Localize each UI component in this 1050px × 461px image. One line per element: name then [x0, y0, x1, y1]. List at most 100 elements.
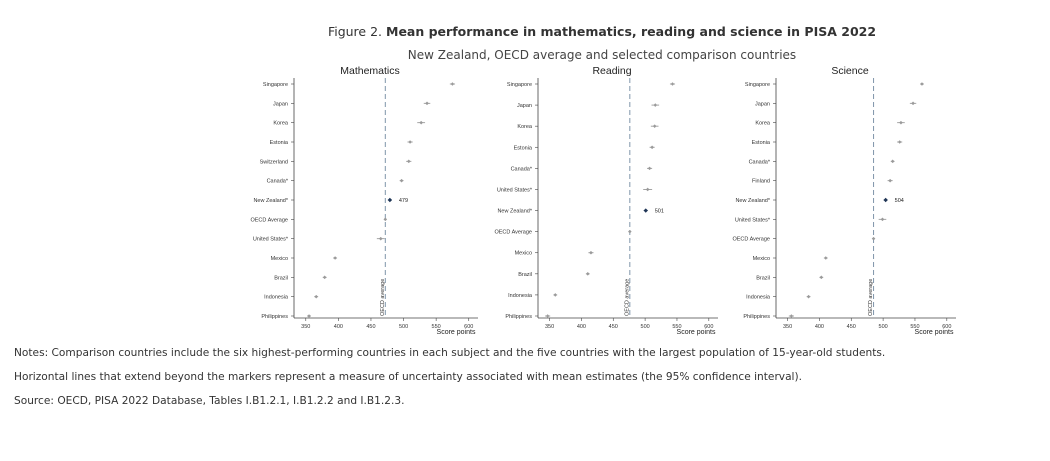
country-label-brazil: Brazil [274, 275, 288, 281]
x-tick-label: 350 [783, 324, 792, 330]
marker-indonesia [806, 294, 811, 299]
oecd-average-label: OECD average [380, 279, 386, 316]
country-label-indonesia: Indonesia [746, 295, 771, 301]
marker-philippines [789, 314, 794, 318]
marker-new-zealand [387, 197, 393, 203]
x-tick-label: 400 [577, 324, 586, 330]
marker-japan [425, 101, 429, 106]
country-label-singapore: Singapore [507, 82, 532, 88]
country-label-oecd-average: OECD Average [494, 230, 532, 236]
country-label-united-states: United States* [253, 237, 289, 243]
marker-indonesia [553, 293, 558, 297]
x-tick-label: 400 [815, 324, 824, 330]
marker-mexico [589, 250, 593, 255]
oecd-average-label: OECD average [624, 279, 630, 316]
country-label-brazil: Brazil [518, 272, 532, 278]
country-label-finland: Finland [752, 179, 770, 185]
country-label-japan: Japan [755, 101, 770, 107]
x-tick-label: 500 [641, 324, 650, 330]
marker-korea [652, 124, 657, 128]
panel-title: Reading [592, 65, 631, 77]
country-label-canada: Canada* [267, 179, 289, 185]
marker-korea [899, 120, 903, 125]
figure-subtitle: New Zealand, OECD average and selected c… [407, 48, 797, 62]
x-axis-title: Score points [915, 329, 954, 336]
x-tick-label: 550 [432, 324, 441, 330]
marker-canada [399, 178, 404, 183]
panel-title: Science [831, 65, 869, 77]
marker-mexico [333, 256, 337, 260]
highlight-value-label: 479 [399, 198, 408, 204]
country-label-indonesia: Indonesia [264, 295, 289, 301]
country-label-singapore: Singapore [745, 82, 770, 88]
marker-philippines [545, 314, 550, 318]
country-label-estonia: Estonia [270, 140, 289, 146]
country-label-indonesia: Indonesia [508, 293, 533, 299]
marker-philippines [307, 314, 311, 318]
country-label-japan: Japan [273, 101, 288, 107]
country-label-new-zealand: New Zealand* [497, 209, 532, 215]
country-label-singapore: Singapore [263, 82, 288, 88]
marker-estonia [897, 140, 902, 144]
x-tick-label: 350 [301, 324, 310, 330]
country-label-mexico: Mexico [753, 256, 770, 262]
country-label-new-zealand: New Zealand* [253, 198, 288, 204]
country-label-korea: Korea [755, 121, 771, 127]
figure-label: Figure 2. [327, 24, 383, 39]
country-label-canada: Canada* [749, 159, 771, 165]
marker-mexico [823, 256, 828, 260]
figure-title-text: Mean performance in mathematics, reading… [386, 24, 877, 39]
x-tick-label: 500 [879, 324, 888, 330]
country-label-switzerland: Switzerland [260, 159, 288, 165]
x-tick-label: 450 [609, 324, 618, 330]
marker-canada [890, 159, 895, 164]
marker-new-zealand [643, 208, 648, 213]
note-comparison: Notes: Comparison countries include the … [14, 347, 886, 359]
x-axis-title: Score points [437, 329, 476, 336]
x-tick-label: 500 [399, 324, 408, 330]
marker-indonesia [314, 294, 319, 299]
panel-title: Mathematics [340, 65, 400, 77]
x-tick-label: 600 [464, 324, 473, 330]
x-tick-label: 450 [366, 324, 375, 330]
x-tick-label: 550 [910, 324, 919, 330]
marker-korea [419, 120, 423, 125]
figure-title: Figure 2. Mean performance in mathematic… [0, 24, 1050, 39]
country-label-japan: Japan [517, 103, 532, 109]
oecd-average-label: OECD average [868, 279, 874, 316]
country-label-korea: Korea [273, 121, 289, 127]
country-label-philippines: Philippines [505, 314, 532, 320]
marker-brazil [819, 275, 824, 280]
note-uncertainty: Horizontal lines that extend beyond the … [14, 371, 803, 383]
marker-singapore [920, 82, 924, 86]
country-label-oecd-average: OECD Average [250, 217, 288, 223]
country-label-korea: Korea [517, 124, 533, 130]
marker-united-states [645, 187, 650, 192]
x-tick-label: 550 [672, 324, 681, 330]
country-label-mexico: Mexico [515, 251, 532, 257]
marker-estonia [650, 145, 654, 150]
marker-estonia [408, 140, 412, 144]
x-axis-title: Score points [677, 329, 716, 336]
marker-singapore [670, 82, 675, 86]
country-label-canada: Canada* [511, 166, 533, 172]
highlight-value-label: 501 [655, 209, 664, 215]
country-label-philippines: Philippines [743, 314, 770, 320]
x-tick-label: 350 [545, 324, 554, 330]
country-label-philippines: Philippines [261, 314, 288, 320]
country-label-estonia: Estonia [752, 140, 771, 146]
marker-oecd-average [383, 217, 388, 222]
country-label-estonia: Estonia [514, 145, 533, 151]
marker-switzerland [406, 159, 411, 164]
marker-brazil [585, 272, 590, 276]
marker-brazil [322, 275, 327, 280]
marker-new-zealand [883, 197, 888, 203]
marker-canada [647, 166, 652, 171]
marker-oecd-average [871, 236, 876, 241]
country-label-united-states: United States* [497, 187, 533, 193]
x-tick-label: 450 [847, 324, 856, 330]
x-tick-label: 400 [334, 324, 343, 330]
